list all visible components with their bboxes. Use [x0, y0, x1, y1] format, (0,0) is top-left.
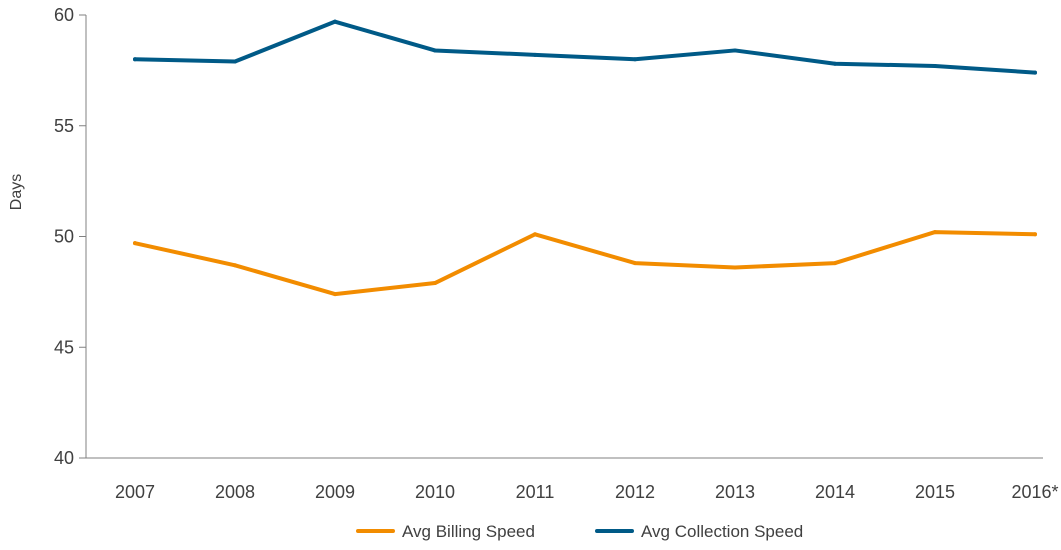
data-point — [533, 52, 537, 57]
data-point — [1033, 232, 1037, 237]
x-tick-label: 2008 — [215, 482, 255, 502]
x-tick-label: 2007 — [115, 482, 155, 502]
data-point — [633, 57, 637, 62]
data-point — [633, 261, 637, 266]
x-tick-label: 2016* — [1011, 482, 1058, 502]
legend-label: Avg Billing Speed — [402, 522, 535, 541]
y-tick-label: 40 — [54, 448, 74, 468]
data-point — [433, 48, 437, 53]
data-point — [1033, 70, 1037, 75]
data-point — [733, 48, 737, 53]
data-point — [133, 241, 137, 246]
legend: Avg Billing Speed Avg Collection Speed — [356, 522, 803, 541]
data-point — [133, 57, 137, 62]
series-line-billing — [133, 230, 1037, 297]
data-point — [533, 232, 537, 237]
series-line-collection — [133, 19, 1037, 75]
y-tick-label: 45 — [54, 337, 74, 357]
data-point — [933, 63, 937, 68]
x-tick-label: 2015 — [915, 482, 955, 502]
data-point — [333, 292, 337, 297]
data-point — [833, 61, 837, 66]
legend-label: Avg Collection Speed — [641, 522, 803, 541]
data-point — [933, 230, 937, 235]
x-tick-labels: 2007 2008 2009 2010 2011 2012 2013 2014 2015 2016… — [115, 482, 1059, 502]
axes — [85, 15, 1043, 459]
y-tick-labels: 40 45 50 55 60 — [54, 5, 86, 468]
data-point — [233, 59, 237, 64]
x-tick-label: 2014 — [815, 482, 855, 502]
x-tick-label: 2012 — [615, 482, 655, 502]
x-tick-label: 2009 — [315, 482, 355, 502]
data-point — [833, 261, 837, 266]
series-lines — [133, 19, 1037, 297]
y-axis-title: Days — [8, 174, 25, 210]
y-tick-label: 50 — [54, 227, 74, 247]
data-point — [433, 281, 437, 286]
data-point — [233, 263, 237, 268]
x-tick-label: 2011 — [516, 482, 555, 502]
x-tick-label: 2010 — [415, 482, 455, 502]
data-point — [333, 19, 337, 24]
data-point — [733, 265, 737, 270]
y-tick-label: 55 — [54, 116, 74, 136]
y-tick-label: 60 — [54, 5, 74, 25]
x-tick-label: 2013 — [715, 482, 755, 502]
